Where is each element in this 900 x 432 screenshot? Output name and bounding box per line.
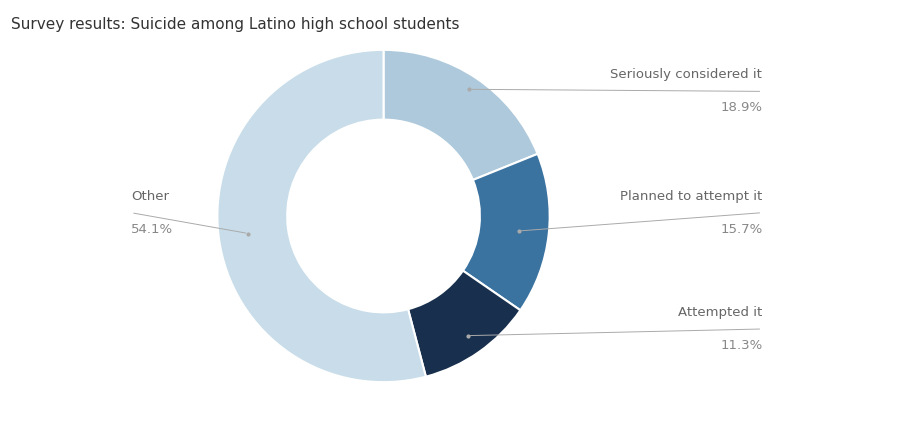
- Text: 54.1%: 54.1%: [131, 222, 173, 235]
- Wedge shape: [383, 50, 537, 180]
- Wedge shape: [463, 154, 550, 310]
- Wedge shape: [218, 50, 426, 382]
- Text: Survey results: Suicide among Latino high school students: Survey results: Suicide among Latino hig…: [11, 17, 459, 32]
- Text: 15.7%: 15.7%: [720, 222, 762, 235]
- Text: Attempted it: Attempted it: [678, 306, 762, 319]
- Wedge shape: [408, 271, 520, 377]
- Text: Other: Other: [131, 190, 169, 203]
- Text: 11.3%: 11.3%: [720, 339, 762, 352]
- Text: Seriously considered it: Seriously considered it: [610, 68, 762, 81]
- Text: Planned to attempt it: Planned to attempt it: [620, 190, 762, 203]
- Text: 18.9%: 18.9%: [720, 102, 762, 114]
